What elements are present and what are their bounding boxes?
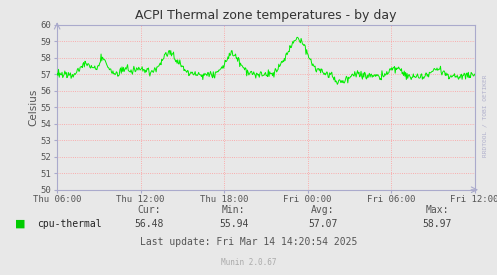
Text: Last update: Fri Mar 14 14:20:54 2025: Last update: Fri Mar 14 14:20:54 2025 [140,237,357,247]
Text: 57.07: 57.07 [308,219,338,229]
Text: 58.97: 58.97 [422,219,452,229]
Text: 56.48: 56.48 [134,219,164,229]
Text: Avg:: Avg: [311,205,335,215]
Text: RRDTOOL / TOBI OETIKER: RRDTOOL / TOBI OETIKER [482,74,487,157]
Title: ACPI Thermal zone temperatures - by day: ACPI Thermal zone temperatures - by day [135,9,397,22]
Y-axis label: Celsius: Celsius [28,89,38,126]
Text: Cur:: Cur: [137,205,161,215]
Text: Munin 2.0.67: Munin 2.0.67 [221,258,276,267]
Text: ■: ■ [15,219,25,229]
Text: Max:: Max: [425,205,449,215]
Text: 55.94: 55.94 [219,219,248,229]
Text: Min:: Min: [222,205,246,215]
Text: cpu-thermal: cpu-thermal [37,219,102,229]
